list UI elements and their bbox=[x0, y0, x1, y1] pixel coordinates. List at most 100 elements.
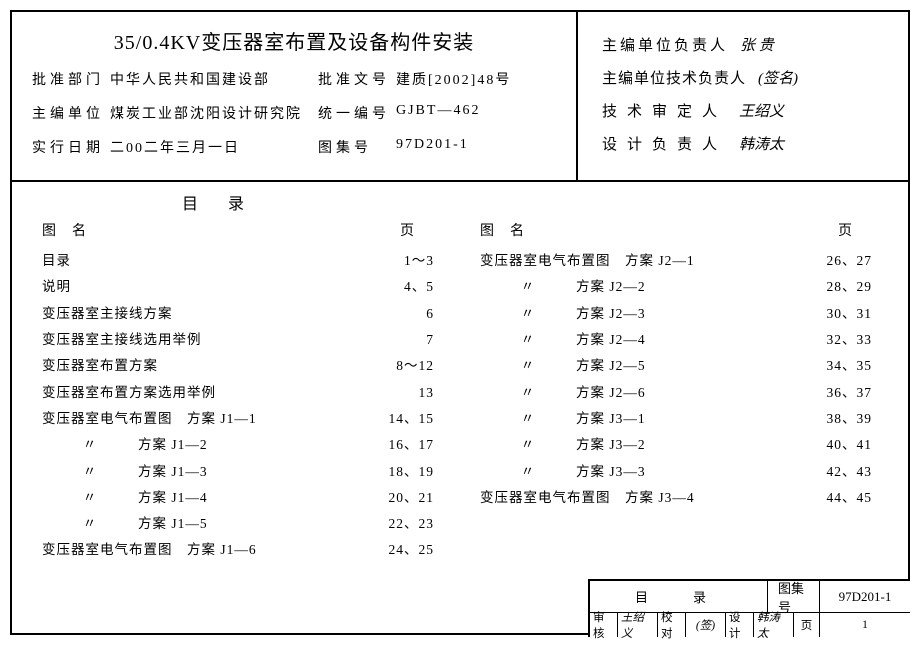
toc-item-name: 变压器室电气布置图 方案 J3—4 bbox=[480, 485, 695, 511]
toc-item-name: 〃方案 J1—5 bbox=[42, 511, 208, 537]
signature-line: 设计负责人 韩涛太 bbox=[602, 129, 892, 162]
toc-item-page: 8～12 bbox=[396, 353, 440, 379]
toc-row: 〃方案 J2—4 32、33 bbox=[480, 327, 878, 353]
footer-check-label: 校对 bbox=[658, 613, 686, 637]
sig-val-2: (签名) bbox=[746, 63, 798, 96]
toc-item-page: 16、17 bbox=[389, 432, 441, 458]
footer-page-val: 1 bbox=[820, 613, 910, 637]
footer-check-val: (签) bbox=[686, 613, 726, 637]
editor-unit-label: 主编单位 bbox=[32, 103, 102, 123]
toc-heading: 目录 bbox=[42, 190, 878, 214]
toc-item-page: 26、27 bbox=[827, 248, 879, 274]
toc-item-page: 40、41 bbox=[827, 432, 879, 458]
toc-header-page: 页 bbox=[400, 220, 430, 240]
toc-item-page: 32、33 bbox=[827, 327, 879, 353]
toc-row: 〃方案 J2—3 30、31 bbox=[480, 301, 878, 327]
toc-item-name: 变压器室主接线选用举例 bbox=[42, 327, 202, 353]
toc-item-name: 〃方案 J1—2 bbox=[42, 432, 208, 458]
footer-design-label: 设计 bbox=[726, 613, 754, 637]
toc-item-page: 18、19 bbox=[389, 459, 441, 485]
toc-row: 变压器室主接线方案 6 bbox=[42, 301, 440, 327]
toc-item-name: 变压器室主接线方案 bbox=[42, 301, 173, 327]
toc-col-2: 图名 页 变压器室电气布置图 方案 J2—1 26、27〃方案 J2—228、29… bbox=[480, 220, 878, 564]
toc-item-page: 13 bbox=[419, 380, 441, 406]
toc-item-page: 20、21 bbox=[389, 485, 441, 511]
toc-row: 说明 4、5 bbox=[42, 274, 440, 300]
approve-dept: 中华人民共和国建设部 bbox=[110, 69, 310, 89]
toc-item-page: 44、45 bbox=[827, 485, 879, 511]
toc-item-name: 目录 bbox=[42, 248, 71, 274]
toc-row: 〃方案 J2—228、29 bbox=[480, 274, 878, 300]
toc-col-header: 图名 页 bbox=[42, 220, 440, 240]
sig-label-4: 设计负责人 bbox=[602, 129, 727, 162]
toc-header-name: 图名 bbox=[42, 220, 102, 240]
toc-header-page: 页 bbox=[838, 220, 868, 240]
toc-item-name: 〃方案 J3—1 bbox=[480, 406, 646, 432]
atlas-no-label: 图集号 bbox=[318, 137, 388, 157]
footer-page-label: 页 bbox=[794, 613, 820, 637]
sig-val-3: 王绍义 bbox=[727, 96, 784, 129]
footer-atlas-label: 图集号 bbox=[768, 581, 820, 612]
footer-audit-label: 审核 bbox=[590, 613, 618, 637]
toc-row: 〃方案 J2—5 34、35 bbox=[480, 353, 878, 379]
sig-val-4: 韩涛太 bbox=[727, 129, 784, 162]
toc-row: 〃方案 J1—3 18、19 bbox=[42, 459, 440, 485]
toc-row: 〃方案 J3—1 38、39 bbox=[480, 406, 878, 432]
footer-audit-val: 王绍义 bbox=[618, 613, 658, 637]
meta-grid: 批准部门 中华人民共和国建设部 批准文号 建质[2002]48号 主编单位 煤炭… bbox=[32, 69, 556, 157]
toc-row: 〃方案 J1—420、21 bbox=[42, 485, 440, 511]
header-section: 35/0.4KV变压器室布置及设备构件安装 批准部门 中华人民共和国建设部 批准… bbox=[12, 12, 908, 182]
toc-item-page: 38、39 bbox=[827, 406, 879, 432]
toc-item-page: 36、37 bbox=[827, 380, 879, 406]
footer-design-val: 韩涛太 bbox=[754, 613, 794, 637]
footer-atlas-val: 97D201-1 bbox=[820, 581, 910, 612]
toc-item-name: 〃方案 J2—5 bbox=[480, 353, 646, 379]
approve-no-label: 批准文号 bbox=[318, 69, 388, 89]
toc-row: 目录 1～3 bbox=[42, 248, 440, 274]
toc-item-name: 说明 bbox=[42, 274, 71, 300]
toc-item-name: 〃方案 J2—4 bbox=[480, 327, 646, 353]
toc-item-name: 变压器室电气布置图 方案 J1—1 bbox=[42, 406, 257, 432]
header-right-signatures: 主编单位负责人 张 贵 主编单位技术负责人 (签名) 技术审定人 王绍义 设计负… bbox=[578, 12, 908, 180]
header-left: 35/0.4KV变压器室布置及设备构件安装 批准部门 中华人民共和国建设部 批准… bbox=[12, 12, 578, 180]
approve-dept-label: 批准部门 bbox=[32, 69, 102, 89]
drawing-sheet: 35/0.4KV变压器室布置及设备构件安装 批准部门 中华人民共和国建设部 批准… bbox=[10, 10, 910, 635]
toc-item-page: 42、43 bbox=[827, 459, 879, 485]
toc-item-page: 14、15 bbox=[389, 406, 441, 432]
toc-row: 变压器室布置方案 8～12 bbox=[42, 353, 440, 379]
toc-item-name: 变压器室布置方案 bbox=[42, 353, 158, 379]
toc-item-page: 6 bbox=[426, 301, 440, 327]
toc-item-name: 〃方案 J2—2 bbox=[480, 274, 646, 300]
document-title: 35/0.4KV变压器室布置及设备构件安装 bbox=[32, 20, 556, 69]
toc-item-name: 〃方案 J2—6 bbox=[480, 380, 646, 406]
sig-val-1: 张 贵 bbox=[728, 30, 774, 63]
atlas-no: 97D201-1 bbox=[396, 137, 556, 157]
toc-item-page: 24、25 bbox=[389, 537, 441, 563]
toc-item-name: 〃方案 J3—2 bbox=[480, 432, 646, 458]
toc-item-page: 34、35 bbox=[827, 353, 879, 379]
sig-label-3: 技术审定人 bbox=[602, 96, 727, 129]
toc-item-page: 1～3 bbox=[404, 248, 440, 274]
toc-row: 〃方案 J1—2 16、17 bbox=[42, 432, 440, 458]
sig-label-2: 主编单位技术负责人 bbox=[602, 63, 746, 96]
title-block-bottom: 审核 王绍义 校对 (签) 设计 韩涛太 页 1 bbox=[590, 613, 910, 637]
signature-line: 技术审定人 王绍义 bbox=[602, 96, 892, 129]
unified-no-label: 统一编号 bbox=[318, 103, 388, 123]
toc-row: 变压器室布置方案选用举例13 bbox=[42, 380, 440, 406]
toc-item-name: 变压器室电气布置图 方案 J2—1 bbox=[480, 248, 695, 274]
footer-toc-label: 目 录 bbox=[590, 581, 768, 612]
toc-item-name: 〃方案 J2—3 bbox=[480, 301, 646, 327]
toc-row: 变压器室电气布置图 方案 J3—4 44、45 bbox=[480, 485, 878, 511]
editor-unit: 煤炭工业部沈阳设计研究院 bbox=[110, 103, 310, 123]
toc-row: 〃方案 J3—342、43 bbox=[480, 459, 878, 485]
toc-item-page: 30、31 bbox=[827, 301, 879, 327]
toc-section: 目录 图名 页 目录 1～3 说明 4、5 变压器室主接线方案 6 变压器室主接线选用举例 7… bbox=[12, 182, 908, 635]
sig-label-1: 主编单位负责人 bbox=[602, 30, 728, 63]
toc-item-page: 7 bbox=[426, 327, 440, 353]
toc-header-name: 图名 bbox=[480, 220, 540, 240]
toc-item-page: 4、5 bbox=[404, 274, 440, 300]
toc-row: 变压器室电气布置图 方案 J1—1 14、15 bbox=[42, 406, 440, 432]
toc-row: 变压器室电气布置图 方案 J2—1 26、27 bbox=[480, 248, 878, 274]
toc-row: 变压器室主接线选用举例 7 bbox=[42, 327, 440, 353]
toc-item-name: 〃方案 J1—3 bbox=[42, 459, 208, 485]
